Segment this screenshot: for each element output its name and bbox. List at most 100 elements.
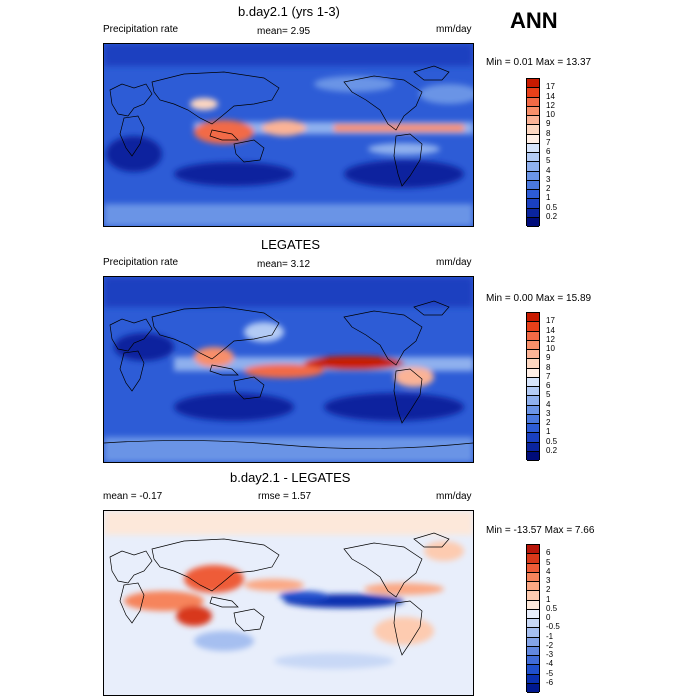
colorbar-segment bbox=[527, 637, 539, 647]
panel-1-map bbox=[103, 43, 474, 227]
season-label: ANN bbox=[510, 8, 558, 33]
colorbar-segment bbox=[527, 628, 539, 638]
colorbar-tick-label: 14 bbox=[546, 91, 555, 101]
colorbar-segment bbox=[527, 451, 539, 461]
panel-2-colorbar bbox=[526, 312, 540, 461]
colorbar-tick-label: 0.5 bbox=[546, 603, 558, 613]
colorbar-segment bbox=[527, 665, 539, 675]
colorbar-segment bbox=[527, 600, 539, 610]
colorbar-segment bbox=[527, 368, 539, 378]
colorbar-segment bbox=[527, 414, 539, 424]
colorbar-segment bbox=[527, 97, 539, 107]
colorbar-tick-label: 14 bbox=[546, 325, 555, 335]
colorbar-segment bbox=[527, 582, 539, 592]
colorbar-segment bbox=[527, 143, 539, 153]
colorbar-tick-label: 5 bbox=[546, 390, 551, 400]
colorbar-segment bbox=[527, 313, 539, 323]
colorbar-segment bbox=[527, 396, 539, 406]
colorbar-tick-label: -3 bbox=[546, 650, 554, 659]
panel-1-mean-label: mean= 2.95 bbox=[257, 26, 311, 37]
colorbar-tick-label: 6 bbox=[546, 381, 551, 390]
panel-2-field-label: Precipitation rate bbox=[103, 257, 179, 268]
colorbar-tick-label: 8 bbox=[546, 362, 551, 372]
colorbar-tick-label: 6 bbox=[546, 548, 551, 558]
colorbar-segment bbox=[527, 79, 539, 89]
colorbar-tick-label: 4 bbox=[546, 165, 551, 175]
colorbar-tick-label: 0 bbox=[546, 613, 551, 622]
colorbar-tick-label: 0.2 bbox=[546, 445, 558, 455]
colorbar-segment bbox=[527, 88, 539, 98]
panel-1-title: b.day2.1 (yrs 1-3) bbox=[238, 4, 340, 19]
colorbar-segment bbox=[527, 217, 539, 227]
colorbar-segment bbox=[527, 134, 539, 144]
panel-2-title: LEGATES bbox=[261, 237, 321, 252]
colorbar-segment bbox=[527, 331, 539, 341]
colorbar-segment bbox=[527, 554, 539, 564]
colorbar-segment bbox=[527, 322, 539, 332]
colorbar-tick-label: -6 bbox=[546, 677, 554, 687]
panel-2-mean-label: mean= 3.12 bbox=[257, 259, 311, 270]
colorbar-tick-label: 9 bbox=[546, 353, 551, 363]
panel-3-colorbar bbox=[526, 544, 540, 693]
colorbar-segment bbox=[527, 340, 539, 350]
colorbar-segment bbox=[527, 563, 539, 573]
colorbar-tick-label: 4 bbox=[546, 566, 551, 576]
panel-3-units-label: mm/day bbox=[436, 491, 472, 502]
colorbar-tick-label: 0.5 bbox=[546, 202, 558, 212]
colorbar-tick-label: 1 bbox=[546, 193, 551, 203]
colorbar-tick-label: 2 bbox=[546, 418, 551, 427]
panel-1-minmax-label: Min = 0.01 Max = 13.37 bbox=[486, 57, 592, 68]
colorbar-segment bbox=[527, 424, 539, 434]
panel-1-field-label: Precipitation rate bbox=[103, 24, 179, 35]
colorbar-segment bbox=[527, 359, 539, 369]
colorbar-segment bbox=[527, 442, 539, 452]
colorbar-tick-label: 9 bbox=[546, 119, 551, 129]
colorbar-segment bbox=[527, 674, 539, 684]
colorbar-tick-label: 0.2 bbox=[546, 211, 558, 221]
colorbar-tick-label: 5 bbox=[546, 156, 551, 166]
colorbar-tick-label: 17 bbox=[546, 82, 555, 92]
panel-3-title: b.day2.1 - LEGATES bbox=[230, 470, 351, 485]
colorbar-segment bbox=[527, 387, 539, 397]
colorbar-tick-label: -5 bbox=[546, 668, 554, 678]
panel-3-rmse-label: rmse = 1.57 bbox=[258, 491, 312, 502]
panel-3-minmax-label: Min = -13.57 Max = 7.66 bbox=[486, 525, 595, 536]
colorbar-segment bbox=[527, 591, 539, 601]
colorbar-tick-label: 3 bbox=[546, 408, 551, 418]
colorbar-tick-label: 12 bbox=[546, 334, 555, 344]
colorbar-segment bbox=[527, 153, 539, 163]
panel-2-minmax-label: Min = 0.00 Max = 15.89 bbox=[486, 293, 592, 304]
colorbar-segment bbox=[527, 116, 539, 126]
colorbar-segment bbox=[527, 180, 539, 190]
colorbar-segment bbox=[527, 208, 539, 218]
colorbar-tick-label: 17 bbox=[546, 316, 555, 326]
colorbar-segment bbox=[527, 433, 539, 443]
colorbar-segment bbox=[527, 190, 539, 200]
colorbar-tick-label: 10 bbox=[546, 344, 555, 353]
colorbar-tick-label: 3 bbox=[546, 576, 551, 585]
colorbar-segment bbox=[527, 377, 539, 387]
colorbar-tick-label: 2 bbox=[546, 585, 551, 595]
colorbar-segment bbox=[527, 646, 539, 656]
colorbar-tick-label: 10 bbox=[546, 110, 555, 119]
panel-1-colorbar bbox=[526, 78, 540, 227]
colorbar-tick-label: 8 bbox=[546, 128, 551, 138]
colorbar-tick-label: 2 bbox=[546, 184, 551, 193]
colorbar-segment bbox=[527, 106, 539, 116]
colorbar-segment bbox=[527, 125, 539, 135]
colorbar-segment bbox=[527, 619, 539, 629]
colorbar-segment bbox=[527, 162, 539, 172]
colorbar-segment bbox=[527, 350, 539, 360]
colorbar-tick-label: -2 bbox=[546, 640, 554, 650]
colorbar-segment bbox=[527, 545, 539, 555]
colorbar-segment bbox=[527, 656, 539, 666]
colorbar-tick-label: -0.5 bbox=[546, 622, 560, 632]
panel-2-map bbox=[103, 276, 474, 463]
colorbar-tick-label: 3 bbox=[546, 174, 551, 184]
colorbar-segment bbox=[527, 199, 539, 209]
panel-2-units-label: mm/day bbox=[436, 257, 472, 268]
colorbar-segment bbox=[527, 171, 539, 181]
panel-3-map bbox=[103, 510, 474, 696]
colorbar-tick-label: 1 bbox=[546, 427, 551, 437]
colorbar-tick-label: 4 bbox=[546, 399, 551, 409]
